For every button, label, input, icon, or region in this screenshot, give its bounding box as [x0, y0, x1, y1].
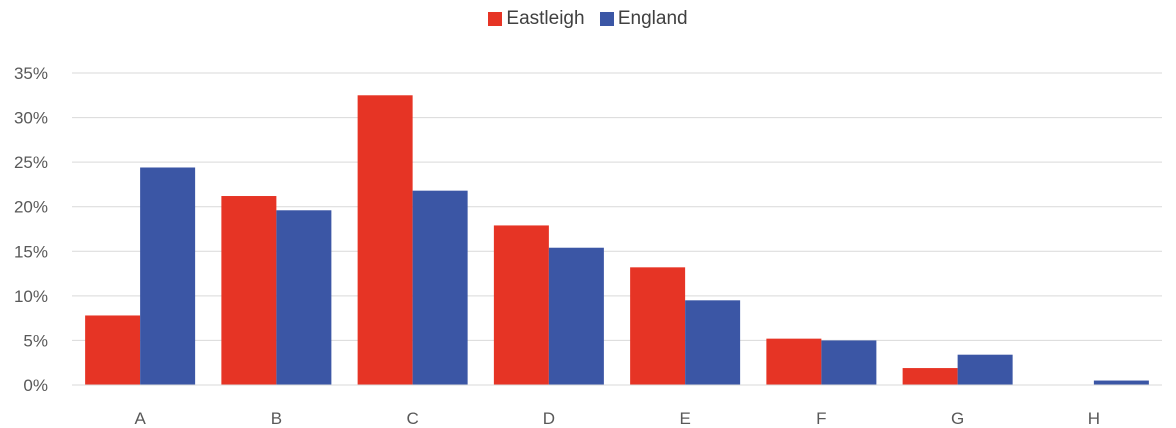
legend-item-eastleigh: Eastleigh — [488, 8, 585, 30]
x-tick-label: C — [406, 409, 418, 428]
legend-swatch-england — [599, 12, 614, 26]
bar-england-c — [412, 190, 468, 385]
bar-eastleigh-g — [902, 368, 958, 385]
x-tick-label: A — [134, 409, 146, 428]
bar-eastleigh-a — [85, 315, 141, 385]
bar-eastleigh-f — [766, 338, 822, 385]
bar-eastleigh-c — [357, 95, 413, 386]
legend-swatch-eastleigh — [488, 12, 503, 26]
x-tick-label: H — [1088, 409, 1100, 428]
bar-england-b — [276, 210, 332, 385]
bar-eastleigh-b — [221, 196, 277, 385]
bar-england-f — [821, 340, 877, 385]
bar-england-e — [685, 300, 741, 385]
x-tick-label: F — [816, 409, 826, 428]
y-tick-label: 0% — [23, 376, 48, 395]
chart-legend: Eastleigh England — [0, 8, 1176, 32]
y-tick-label: 30% — [14, 109, 48, 128]
legend-label-england: England — [617, 8, 688, 29]
bar-eastleigh-e — [630, 267, 686, 385]
y-tick-label: 25% — [14, 153, 48, 172]
bar-england-a — [140, 167, 196, 385]
x-tick-label: E — [679, 409, 690, 428]
legend-label-eastleigh: Eastleigh — [506, 8, 585, 29]
y-tick-label: 5% — [23, 331, 48, 350]
x-tick-label: B — [271, 409, 282, 428]
legend-item-england: England — [599, 8, 688, 30]
x-tick-label: D — [543, 409, 555, 428]
bar-england-d — [548, 247, 604, 385]
y-tick-label: 35% — [14, 64, 48, 83]
y-tick-label: 10% — [14, 287, 48, 306]
y-tick-label: 15% — [14, 242, 48, 261]
bar-england-h — [1093, 380, 1149, 385]
bar-eastleigh-d — [493, 225, 549, 385]
bar-england-g — [957, 354, 1013, 385]
y-tick-label: 20% — [14, 198, 48, 217]
x-tick-label: G — [951, 409, 964, 428]
